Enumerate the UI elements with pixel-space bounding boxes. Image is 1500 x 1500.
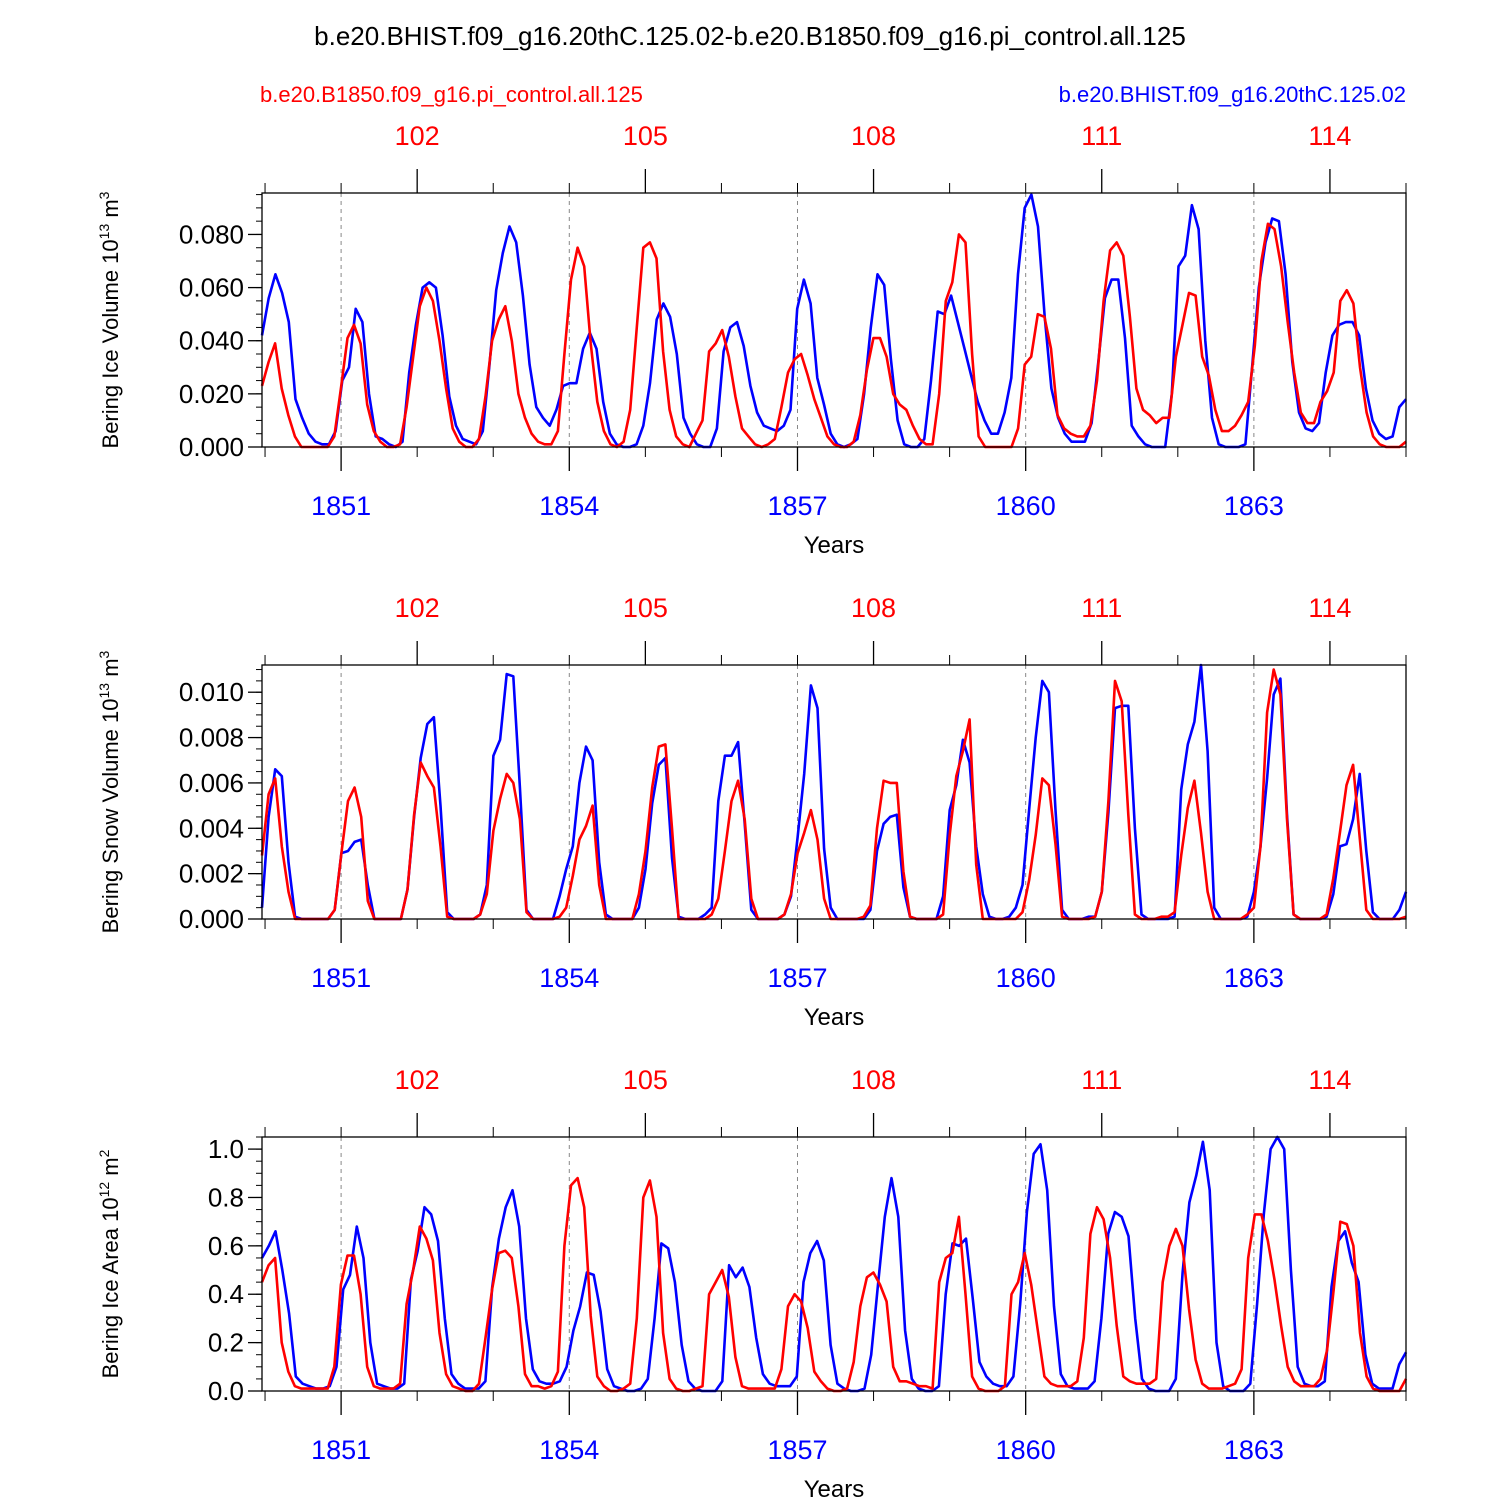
y-axis-label-unit: m — [98, 199, 123, 223]
x-top-tick-label: 114 — [1308, 1065, 1351, 1095]
series-line-blue — [260, 193, 1407, 449]
x-top-tick-label: 111 — [1081, 593, 1122, 623]
x-top-tick-label: 102 — [395, 121, 440, 151]
y-tick-label: 0.004 — [179, 813, 244, 843]
x-top-tick-label: 114 — [1308, 593, 1351, 623]
y-tick-label: 0.080 — [179, 219, 244, 249]
y-tick-label: 0.8 — [208, 1182, 244, 1212]
x-bottom-tick-label: 1854 — [539, 963, 599, 993]
y-tick-label: 0.6 — [208, 1231, 244, 1261]
x-top-tick-label: 102 — [395, 1065, 440, 1095]
x-top-tick-label: 108 — [851, 1065, 896, 1095]
chart-panel-3: 0.0 0.2 0.4 0.6 0.8 1.0 1851 1854 1857 1860 1863 10… — [96, 1065, 1408, 1500]
legend-red-label: b.e20.B1850.f09_g16.pi_control.all.125 — [260, 82, 643, 107]
x-top-tick-label: 105 — [623, 593, 668, 623]
plot-frame — [261, 192, 1407, 448]
x-bottom-tick-label: 1857 — [767, 1435, 827, 1465]
y-axis-label-exp: 13 — [96, 683, 112, 699]
x-bottom-tick-label: 1863 — [1224, 491, 1284, 521]
x-top-tick-label: 105 — [623, 1065, 668, 1095]
x-bottom-tick-label: 1851 — [311, 491, 371, 521]
y-tick-label: 1.0 — [208, 1134, 244, 1164]
y-tick-label: 0.060 — [179, 273, 244, 303]
x-bottom-tick-label: 1857 — [767, 491, 827, 521]
x-bottom-tick-label: 1851 — [311, 963, 371, 993]
x-top-tick-label: 108 — [851, 593, 896, 623]
y-tick-label: 0.006 — [179, 768, 244, 798]
y-tick-label: 0.002 — [179, 859, 244, 889]
x-bottom-tick-label: 1860 — [996, 963, 1056, 993]
plot-frame — [261, 664, 1407, 920]
y-axis-label: Bering Snow Volume 1013 m3 — [96, 650, 123, 933]
main-title: b.e20.BHIST.f09_g16.20thC.125.02-b.e20.B… — [314, 21, 1186, 51]
y-tick-label: 0.000 — [179, 432, 244, 462]
y-axis-label-unit-exp: 3 — [96, 650, 112, 658]
y-axis-label-main: Bering Ice Area 10 — [98, 1197, 123, 1378]
y-tick-label: 0.4 — [208, 1279, 244, 1309]
x-bottom-tick-label: 1860 — [996, 1435, 1056, 1465]
x-top-tick-label: 111 — [1081, 121, 1122, 151]
series-line-red — [260, 222, 1407, 449]
chart-panel-1: 0.000 0.020 0.040 0.060 0.080 1851 1854 1857 186… — [96, 121, 1407, 559]
y-tick-label: 0.2 — [208, 1328, 244, 1358]
y-axis-label-exp: 12 — [96, 1182, 112, 1198]
y-axis-label: Bering Ice Volume 1013 m3 — [96, 191, 123, 448]
y-axis-label-main: Bering Snow Volume 10 — [98, 699, 123, 934]
x-top-tick-label: 108 — [851, 121, 896, 151]
y-tick-label: 0.040 — [179, 326, 244, 356]
x-bottom-tick-label: 1863 — [1224, 963, 1284, 993]
y-tick-label: 0.020 — [179, 379, 244, 409]
y-tick-label: 0.010 — [179, 677, 244, 707]
panels: 0.000 0.020 0.040 0.060 0.080 1851 1854 1857 186… — [96, 121, 1408, 1500]
chart-panel-2: 0.000 0.002 0.004 0.006 0.008 0.010 1851 1854 18… — [96, 593, 1408, 1031]
x-axis-label: Years — [804, 1004, 865, 1031]
x-axis-label: Years — [804, 1476, 865, 1500]
legend-blue-label: b.e20.BHIST.f09_g16.20thC.125.02 — [1059, 82, 1406, 107]
x-top-tick-label: 102 — [395, 593, 440, 623]
x-bottom-tick-label: 1863 — [1224, 1435, 1284, 1465]
y-tick-label: 0.0 — [208, 1376, 244, 1406]
series-line-blue — [260, 1135, 1408, 1393]
x-bottom-tick-label: 1857 — [767, 963, 827, 993]
y-axis-label-unit: m — [98, 658, 123, 682]
plot-frame — [261, 1136, 1407, 1392]
x-top-tick-label: 105 — [623, 121, 668, 151]
y-tick-label: 0.000 — [179, 904, 244, 934]
y-axis-label-unit-exp: 2 — [96, 1149, 112, 1157]
x-bottom-tick-label: 1854 — [539, 491, 599, 521]
x-axis-label: Years — [804, 532, 865, 559]
y-tick-label: 0.008 — [179, 723, 244, 753]
y-axis-label-exp: 13 — [96, 224, 112, 240]
x-bottom-tick-label: 1851 — [311, 1435, 371, 1465]
y-axis-label-unit: m — [98, 1157, 123, 1181]
series-line-red — [260, 668, 1407, 921]
x-top-tick-label: 114 — [1308, 121, 1351, 151]
x-bottom-tick-label: 1854 — [539, 1435, 599, 1465]
y-axis-label-main: Bering Ice Volume 10 — [98, 239, 123, 448]
y-axis-label: Bering Ice Area 1012 m2 — [96, 1149, 123, 1378]
x-top-tick-label: 111 — [1081, 1065, 1122, 1095]
x-bottom-tick-label: 1860 — [996, 491, 1056, 521]
y-axis-label-unit-exp: 3 — [96, 191, 112, 199]
